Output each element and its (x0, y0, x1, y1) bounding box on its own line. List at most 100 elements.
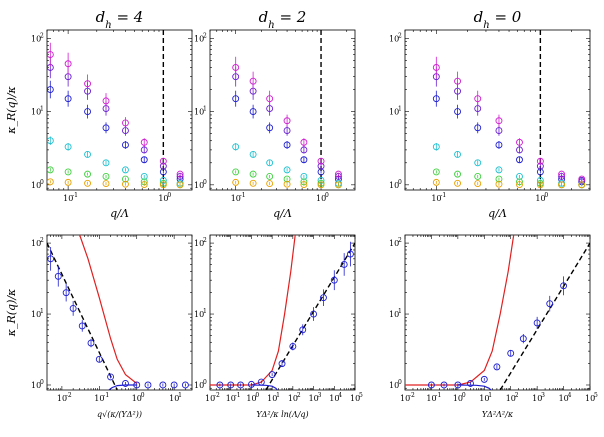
data-point-green (84, 170, 92, 178)
data-point-orange (64, 178, 72, 186)
data-point-orange (495, 180, 503, 188)
data-point-magenta (121, 119, 129, 127)
data-point-scaled-data (560, 282, 568, 290)
data-point-green (232, 168, 240, 176)
data-point-orange (159, 181, 167, 189)
data-point-scaled-data (268, 371, 276, 379)
data-point-scaled-data (216, 381, 224, 389)
x-tick-label-exponent: -1 (440, 192, 446, 199)
data-point-scaled-data (299, 326, 307, 334)
data-point-magenta (84, 80, 92, 88)
y-tick-label: 10 (389, 381, 399, 390)
y-tick-label: 10 (31, 181, 41, 190)
y-tick-label-exponent: 0 (40, 179, 44, 186)
x-tick-label-exponent: 0 (167, 192, 171, 199)
data-point-blue (432, 95, 440, 103)
data-point-orange (47, 178, 54, 186)
x-tick-label: 10 (267, 394, 277, 403)
data-point-magenta (335, 170, 342, 178)
x-tick-label-exponent: 2 (515, 392, 519, 399)
data-point-scaled-data (493, 363, 501, 371)
x-tick-label: 10 (246, 394, 256, 403)
data-point-cyan (495, 166, 503, 174)
data-point-orange (84, 179, 92, 187)
data-point-orange (300, 181, 308, 188)
data-point-purple (300, 146, 308, 154)
data-point-magenta (266, 95, 274, 103)
data-point-scaled-data (507, 349, 515, 357)
y-tick-label: 10 (389, 34, 399, 43)
data-point-scaled-data (320, 294, 327, 302)
data-point-scaled-data (289, 342, 297, 350)
data-point-purple (516, 146, 523, 154)
data-point-magenta (474, 95, 482, 103)
data-point-magenta (64, 60, 72, 68)
y-tick-label-exponent: 0 (203, 179, 207, 186)
data-point-green (454, 170, 462, 178)
curve-dashed-asymptote (499, 242, 590, 390)
data-point-scaled-data (54, 272, 62, 280)
data-point-green (64, 168, 72, 176)
data-point-orange (516, 181, 523, 188)
plot-frame (404, 29, 591, 191)
plot-frame (46, 29, 193, 191)
data-point-scaled-data (159, 381, 167, 389)
data-point-cyan (454, 150, 462, 158)
y-tick-label-exponent: 0 (203, 379, 207, 386)
data-point-scaled-data (346, 250, 354, 258)
data-point-scaled-data (278, 360, 286, 368)
data-point-scaled-data (310, 310, 318, 318)
curve-red-curve (79, 235, 138, 384)
data-point-blue (300, 156, 308, 164)
x-tick-label-exponent: -2 (409, 392, 415, 399)
data-point-magenta (140, 138, 148, 146)
data-point-cyan (140, 173, 148, 180)
y-axis-label: κ_R(q)/κ (5, 85, 18, 134)
curve-blue-curve (251, 384, 278, 390)
data-point-scaled-data (533, 319, 541, 327)
data-point-blue (232, 95, 240, 103)
x-axis-label: q/Λ (110, 207, 129, 220)
data-point-magenta (283, 117, 291, 125)
x-tick-label-exponent: 0 (325, 192, 329, 199)
y-axis-label: κ_R(q)/κ (5, 288, 18, 337)
x-tick-label: 10 (57, 394, 67, 403)
x-tick-label: 10 (158, 194, 168, 203)
data-point-magenta (495, 117, 503, 125)
data-point-orange (140, 181, 148, 188)
y-tick-label-exponent: 2 (203, 32, 207, 39)
y-tick-label: 10 (194, 34, 204, 43)
y-tick-label: 10 (31, 34, 41, 43)
x-axis-label: q/Λ (273, 207, 292, 220)
data-point-blue (266, 124, 274, 132)
x-tick-label: 10 (132, 394, 142, 403)
plot-area (232, 30, 342, 190)
data-point-magenta (558, 170, 566, 178)
plot-frame (46, 234, 193, 391)
data-point-scaled-data (144, 381, 152, 389)
data-point-magenta (516, 138, 523, 146)
data-point-blue (84, 108, 92, 116)
curve-blue-curve (457, 384, 492, 390)
x-tick-label-exponent: -1 (240, 192, 246, 199)
x-tick-label: 10 (532, 394, 542, 403)
x-tick-label: 10 (479, 394, 489, 403)
data-point-scaled-data (133, 381, 141, 389)
x-tick-label-exponent: 2 (297, 392, 301, 399)
x-axis-label: q√(κ/(YΔ²)) (97, 410, 142, 419)
data-point-green (266, 173, 274, 180)
data-point-scaled-data (87, 339, 95, 347)
data-point-orange (232, 178, 240, 186)
data-point-orange (121, 180, 129, 188)
y-tick-label: 10 (194, 310, 204, 319)
data-point-magenta (536, 157, 544, 165)
x-tick-label-exponent: -1 (435, 392, 441, 399)
data-point-scaled-data (62, 289, 70, 297)
data-point-orange (454, 179, 462, 187)
data-point-blue (249, 108, 257, 116)
y-tick-label: 10 (389, 310, 399, 319)
data-point-cyan (516, 173, 523, 180)
